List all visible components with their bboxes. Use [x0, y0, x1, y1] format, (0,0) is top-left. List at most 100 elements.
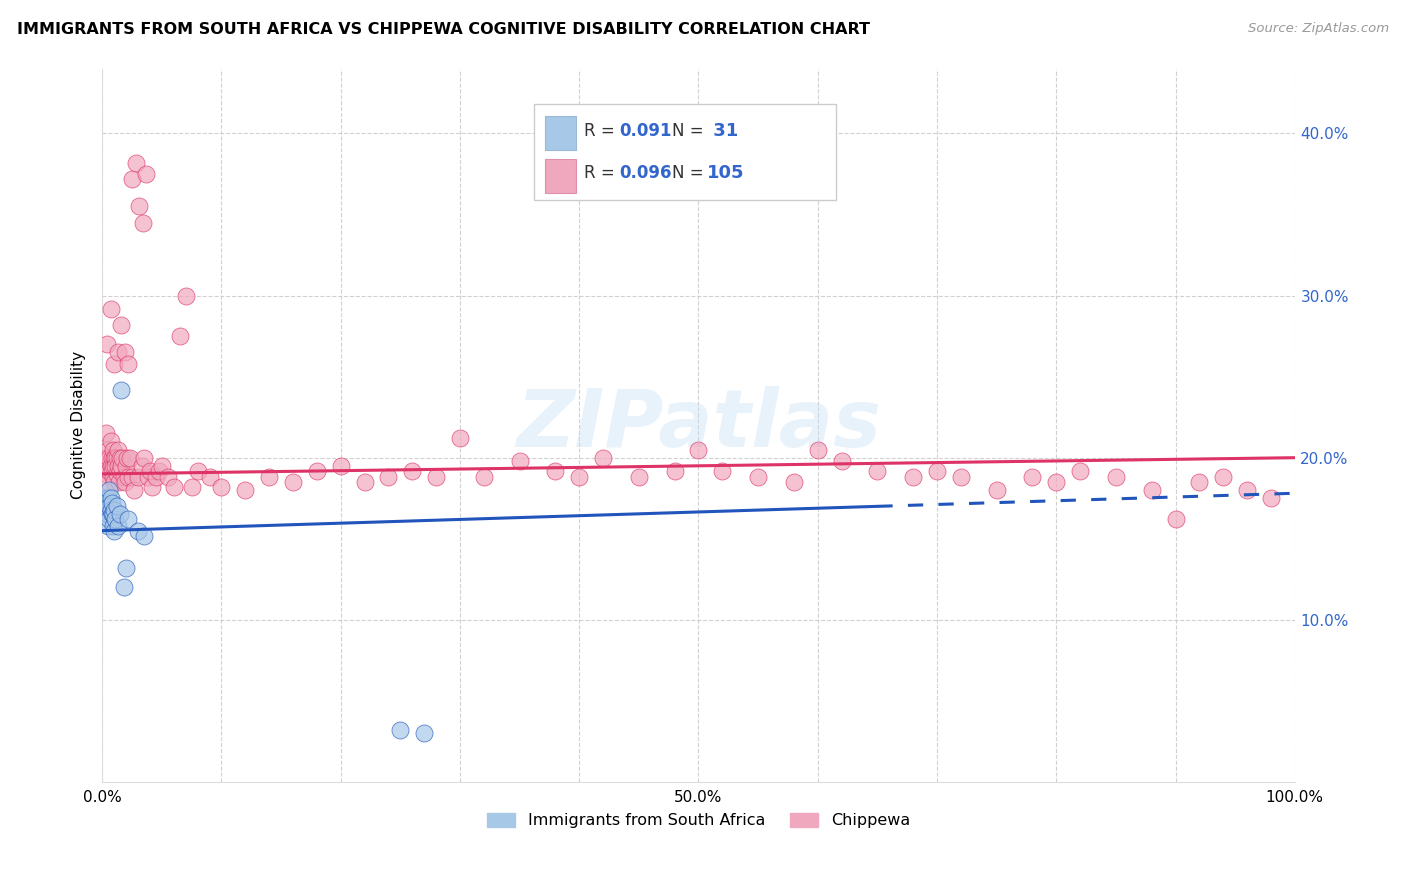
- Point: [132, 528, 155, 542]
- Point: [103, 524, 125, 538]
- Point: [97, 458, 120, 473]
- Point: [98, 464, 121, 478]
- Point: [117, 450, 139, 465]
- Point: [150, 458, 173, 473]
- Point: [866, 464, 889, 478]
- Point: [305, 464, 328, 478]
- Point: [141, 480, 163, 494]
- Point: [1069, 464, 1091, 478]
- Y-axis label: Cognitive Disability: Cognitive Disability: [72, 351, 86, 500]
- Point: [329, 458, 352, 473]
- Point: [449, 431, 471, 445]
- Point: [104, 512, 127, 526]
- Point: [103, 475, 125, 489]
- Point: [425, 470, 447, 484]
- Point: [100, 301, 122, 316]
- Point: [93, 496, 115, 510]
- Point: [257, 470, 280, 484]
- Point: [807, 442, 830, 457]
- Text: N =: N =: [672, 122, 709, 140]
- Point: [211, 480, 233, 494]
- Point: [121, 171, 143, 186]
- Point: [145, 470, 167, 484]
- Point: [688, 442, 710, 457]
- Point: [108, 508, 131, 522]
- Point: [831, 454, 853, 468]
- Point: [401, 464, 423, 478]
- Point: [1236, 483, 1258, 497]
- Point: [1140, 483, 1163, 497]
- Text: 31: 31: [707, 122, 738, 140]
- Point: [93, 450, 115, 465]
- Point: [100, 434, 122, 449]
- Point: [110, 383, 132, 397]
- Point: [135, 167, 157, 181]
- Point: [100, 464, 122, 478]
- Point: [107, 442, 129, 457]
- Point: [105, 467, 128, 481]
- Point: [117, 470, 139, 484]
- Point: [986, 483, 1008, 497]
- Text: IMMIGRANTS FROM SOUTH AFRICA VS CHIPPEWA COGNITIVE DISABILITY CORRELATION CHART: IMMIGRANTS FROM SOUTH AFRICA VS CHIPPEWA…: [17, 22, 870, 37]
- Point: [94, 458, 117, 473]
- Point: [97, 491, 120, 506]
- Text: 0.091: 0.091: [620, 122, 672, 140]
- Point: [98, 512, 121, 526]
- Point: [1105, 470, 1128, 484]
- Point: [128, 199, 150, 213]
- Point: [110, 318, 132, 332]
- Point: [124, 155, 146, 169]
- Point: [124, 483, 146, 497]
- Point: [112, 470, 135, 484]
- Point: [97, 508, 120, 522]
- Point: [96, 450, 118, 465]
- Point: [110, 458, 132, 473]
- Point: [389, 723, 412, 738]
- Point: [96, 467, 118, 481]
- Point: [136, 470, 159, 484]
- Point: [163, 480, 186, 494]
- Point: [94, 426, 117, 441]
- Point: [156, 470, 179, 484]
- Text: 105: 105: [707, 164, 744, 182]
- Point: [96, 337, 118, 351]
- Point: [114, 345, 136, 359]
- Point: [107, 518, 129, 533]
- Point: [901, 470, 924, 484]
- Point: [711, 464, 734, 478]
- Text: Source: ZipAtlas.com: Source: ZipAtlas.com: [1249, 22, 1389, 36]
- Point: [101, 470, 124, 484]
- Point: [925, 464, 948, 478]
- Point: [1021, 470, 1043, 484]
- Point: [132, 216, 155, 230]
- Point: [132, 450, 155, 465]
- Point: [98, 483, 121, 497]
- Point: [98, 450, 121, 465]
- Point: [112, 581, 135, 595]
- Point: [127, 470, 149, 484]
- Point: [509, 454, 531, 468]
- Point: [105, 450, 128, 465]
- Point: [100, 496, 122, 510]
- Point: [103, 357, 125, 371]
- Point: [174, 288, 197, 302]
- Text: R =: R =: [585, 164, 620, 182]
- Point: [97, 475, 120, 489]
- Point: [627, 470, 650, 484]
- Point: [103, 502, 125, 516]
- Point: [127, 524, 149, 538]
- Point: [664, 464, 686, 478]
- Point: [117, 512, 139, 526]
- Point: [97, 442, 120, 457]
- Point: [94, 502, 117, 516]
- Point: [101, 458, 124, 473]
- Point: [115, 458, 138, 473]
- Point: [281, 475, 304, 489]
- Point: [1188, 475, 1211, 489]
- Point: [97, 518, 120, 533]
- Point: [1212, 470, 1234, 484]
- Point: [353, 475, 375, 489]
- Point: [115, 561, 138, 575]
- Point: [198, 470, 221, 484]
- Point: [107, 458, 129, 473]
